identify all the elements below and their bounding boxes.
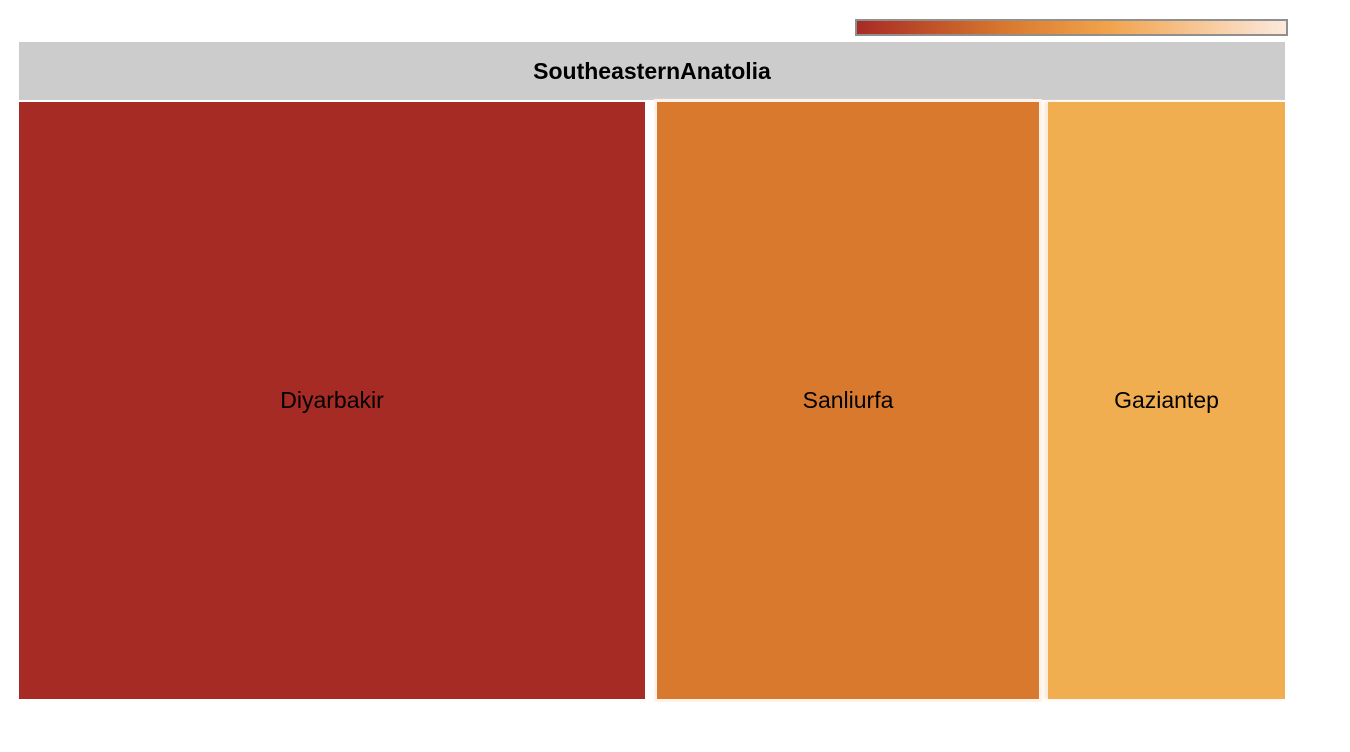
treemap-tile-sanliurfa[interactable]: Sanliurfa [657,102,1039,699]
treemap-tile-diyarbakir[interactable]: Diyarbakir [19,102,647,699]
tile-label-gaziantep: Gaziantep [1114,387,1219,413]
treemap-chart: SoutheasternAnatolia Diyarbakir Sanliurf… [19,42,1285,699]
tile-label-diyarbakir: Diyarbakir [280,387,384,413]
treemap-tile-gaziantep[interactable]: Gaziantep [1048,102,1285,699]
treemap-parent-header[interactable]: SoutheasternAnatolia [19,42,1285,100]
color-scale-legend [855,19,1288,36]
tile-label-sanliurfa: Sanliurfa [802,387,894,413]
